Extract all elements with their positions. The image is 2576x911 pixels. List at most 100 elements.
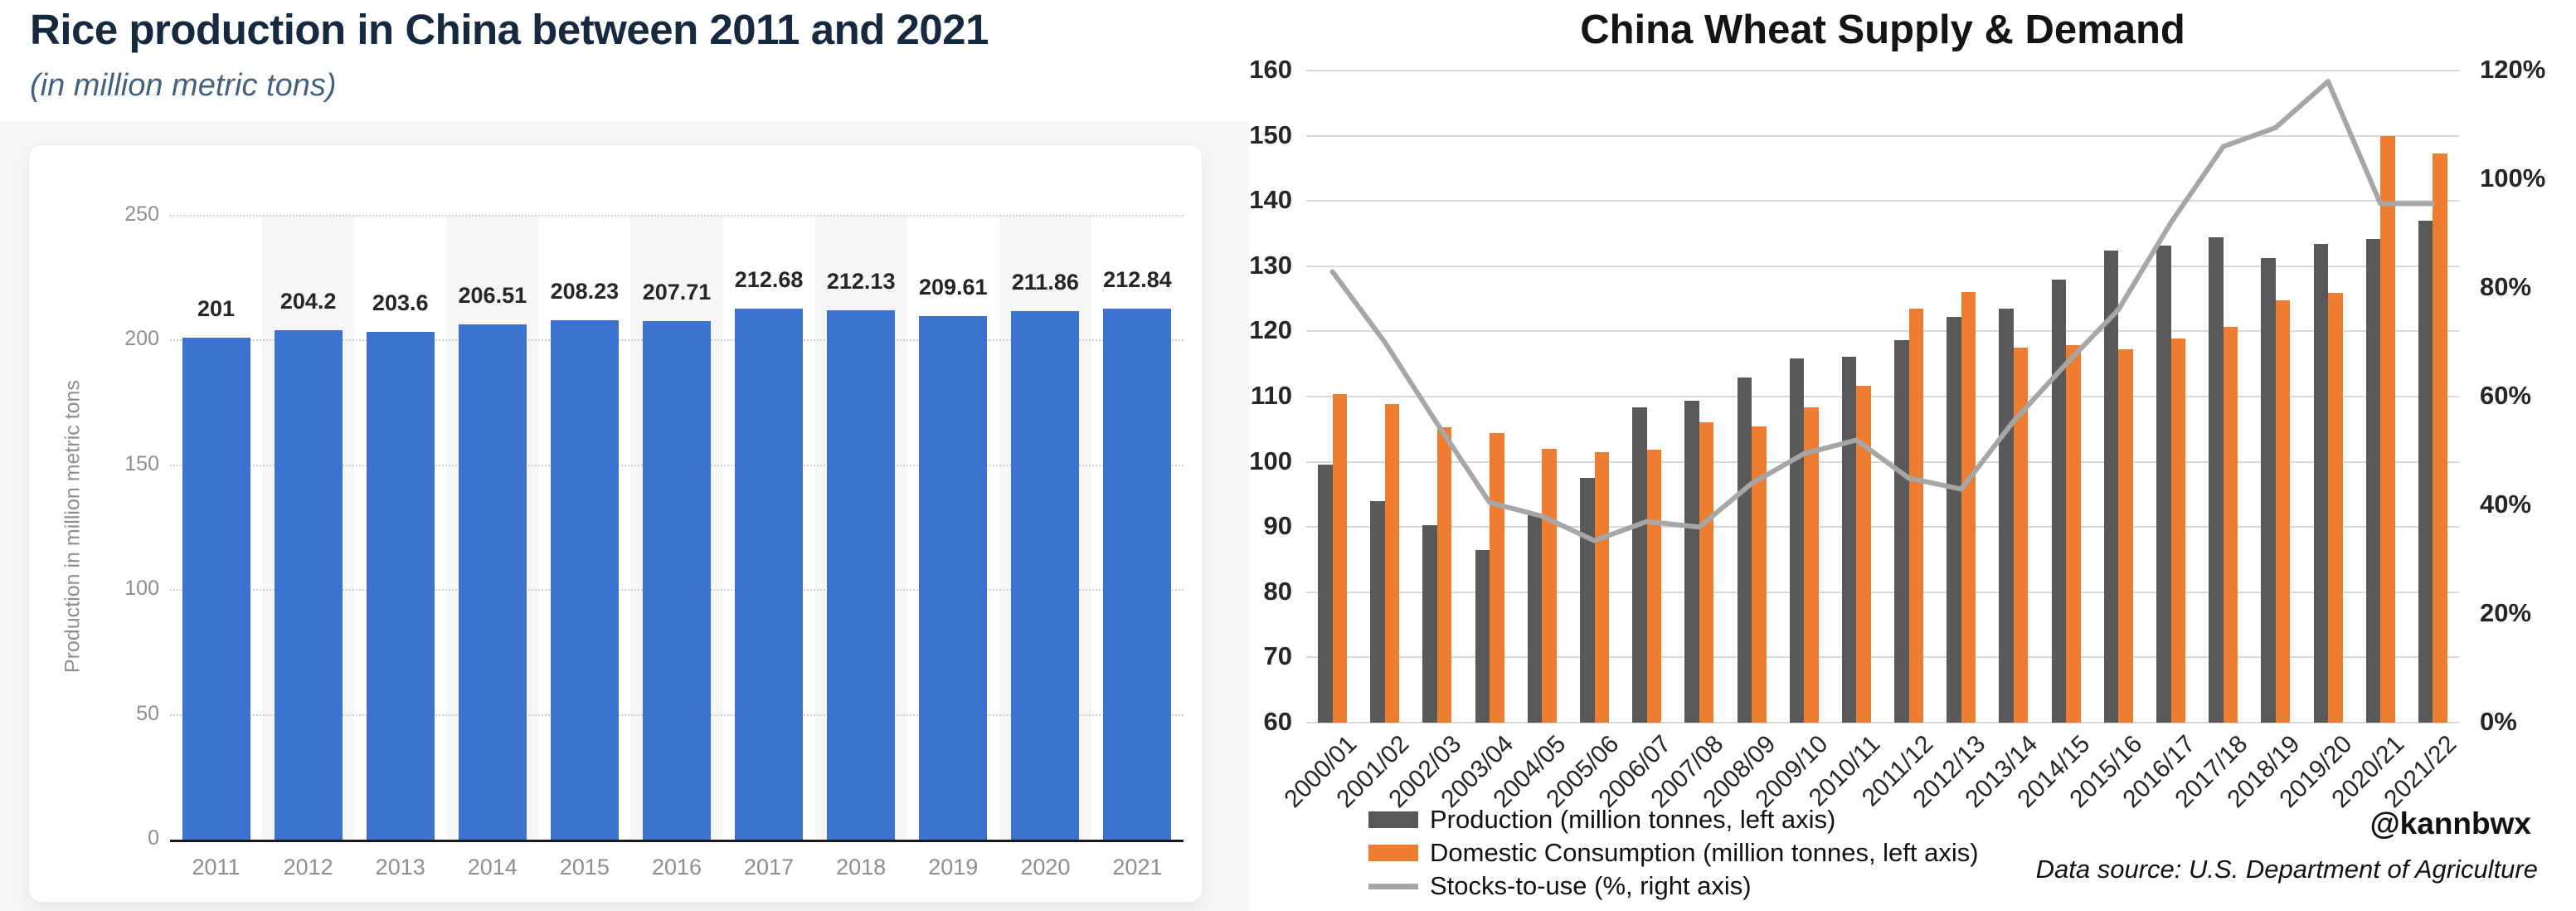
gridline	[170, 215, 1184, 217]
bar-value-label: 206.51	[458, 282, 527, 308]
production-bar	[1422, 524, 1437, 723]
consumption-bar	[2275, 300, 2291, 723]
bar-value-label: 211.86	[1011, 269, 1079, 295]
production-bar	[2051, 279, 2067, 723]
consumption-bar	[1594, 451, 1609, 723]
production-bar	[2103, 250, 2119, 723]
left-y-tick-label: 160	[1249, 55, 1292, 84]
production-bar	[2209, 237, 2224, 723]
gridline	[1306, 396, 2459, 397]
bar-value-label: 209.61	[918, 275, 988, 300]
x-tick-label: 2014	[467, 855, 518, 879]
bar	[274, 329, 343, 840]
production-bar	[2313, 244, 2329, 723]
bar	[366, 331, 435, 840]
y-tick-label: 100	[124, 577, 159, 601]
production-bar	[1475, 549, 1490, 723]
bar-value-label: 207.71	[642, 280, 712, 305]
consumption-bar	[1856, 385, 1871, 723]
wheat-chart-legend: Production (million tonnes, left axis) Do…	[1368, 803, 1979, 903]
left-y-tick-label: 60	[1263, 707, 1292, 736]
production-bar	[2365, 238, 2381, 723]
y-tick-label: 250	[124, 202, 159, 226]
stocks-to-use-line	[1329, 79, 2436, 543]
left-y-tick-label: 110	[1250, 381, 1292, 410]
legend-swatch-line	[1368, 883, 1418, 889]
left-y-tick-label: 100	[1249, 446, 1292, 475]
legend-label: Domestic Consumption (million tonnes, le…	[1430, 838, 1979, 867]
production-bar	[2418, 220, 2433, 723]
right-y-tick-label: 120%	[2480, 55, 2546, 84]
x-axis-line	[170, 840, 1184, 842]
consumption-bar	[2170, 339, 2185, 723]
left-y-tick-label: 140	[1249, 185, 1292, 215]
production-bar	[1370, 500, 1385, 723]
right-y-tick-label: 0%	[2480, 707, 2517, 736]
production-bar	[1632, 407, 1647, 723]
bar	[1103, 308, 1172, 840]
bar	[1011, 310, 1080, 840]
consumption-bar	[1332, 393, 1348, 723]
production-bar	[1684, 400, 1699, 723]
x-tick-label: 2020	[1020, 855, 1071, 879]
bar	[735, 309, 804, 840]
consumption-bar	[2118, 348, 2133, 723]
y-tick-label: 200	[124, 327, 159, 351]
right-y-tick-label: 80%	[2480, 272, 2532, 301]
x-tick-label: 2018	[836, 855, 887, 879]
x-tick-label: 2012	[283, 855, 333, 879]
consumption-bar	[2328, 293, 2343, 723]
left-y-tick-label: 90	[1263, 511, 1292, 541]
right-y-tick-label: 100%	[2480, 163, 2546, 192]
gridline	[1306, 722, 2459, 723]
x-tick-label: 2017	[744, 855, 795, 879]
attribution-handle: @kannbwx	[2369, 806, 2531, 840]
left-y-tick-label: 80	[1263, 576, 1292, 606]
production-bar	[1318, 464, 1333, 723]
bar	[550, 319, 619, 840]
consumption-bar	[2013, 348, 2029, 723]
gridline	[1306, 330, 2459, 333]
production-bar	[1789, 358, 1805, 723]
production-bar	[1737, 378, 1752, 723]
y-tick-label: 0	[148, 826, 159, 850]
consumption-bar	[1384, 403, 1400, 723]
legend-swatch-bar	[1368, 811, 1418, 828]
consumption-bar	[1699, 422, 1714, 723]
legend-swatch-bar	[1368, 845, 1418, 861]
data-source-note: Data source: U.S. Department of Agricult…	[2035, 855, 2538, 884]
gridline	[1306, 70, 2459, 71]
right-y-tick-label: 20%	[2480, 598, 2532, 627]
x-tick-label: 2015	[559, 855, 610, 879]
legend-item: Domestic Consumption (million tonnes, le…	[1368, 836, 1979, 870]
production-bar	[1894, 340, 1909, 723]
rice-chart-subtitle: (in million metric tons)	[30, 68, 337, 103]
gridline	[1306, 591, 2459, 593]
left-y-tick-label: 70	[1263, 641, 1292, 671]
y-tick-label: 150	[124, 451, 159, 475]
production-bar	[2156, 245, 2171, 723]
production-bar	[1527, 514, 1543, 723]
left-y-tick-label: 130	[1249, 250, 1292, 280]
production-bar	[1947, 317, 1961, 723]
consumption-bar	[1908, 308, 1924, 723]
legend-label: Stocks-to-use (%, right axis)	[1430, 871, 1752, 900]
legend-item: Stocks-to-use (%, right axis)	[1368, 870, 1979, 903]
x-tick-label: 2019	[928, 855, 979, 879]
y-tick-label: 50	[136, 701, 159, 725]
gridline	[1306, 265, 2459, 267]
wheat-chart-title: China Wheat Supply & Demand	[1580, 7, 2185, 52]
bar-value-label: 212.68	[734, 267, 804, 293]
left-y-tick-label: 150	[1249, 119, 1292, 149]
stocks-to-use-polyline	[1329, 79, 2436, 543]
consumption-bar	[1804, 407, 1819, 723]
bar	[827, 309, 896, 840]
x-tick-label: 2011	[192, 855, 241, 879]
right-y-tick-label: 40%	[2480, 490, 2532, 519]
production-bar	[2261, 257, 2276, 723]
consumption-bar	[1752, 426, 1767, 723]
rice-chart-plot-area: 0 50 100 150 200 250 Production in million met…	[0, 0, 1249, 911]
bar	[458, 324, 527, 840]
